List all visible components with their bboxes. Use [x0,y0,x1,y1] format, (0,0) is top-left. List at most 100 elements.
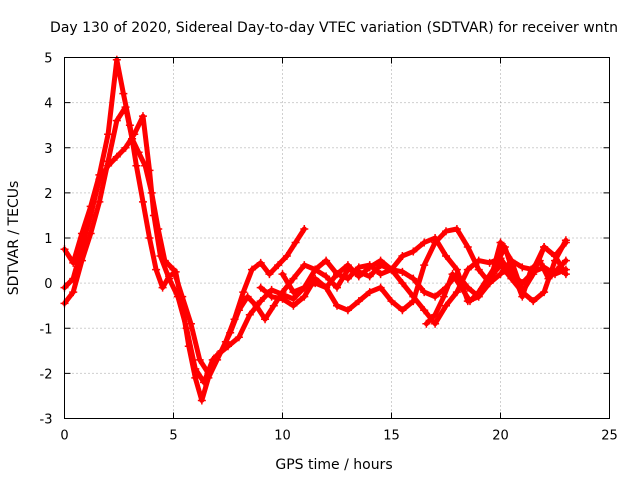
data-point [333,283,341,292]
data-point [165,274,174,283]
data-point [247,265,256,274]
data-point [561,270,570,279]
data-point [191,364,200,373]
y-tick-label: -1 [40,322,53,337]
data-point [311,265,320,274]
data-point [474,288,483,297]
data-point [69,274,78,283]
data-point [463,265,472,274]
data-point [300,261,309,270]
data-point [322,272,331,281]
data-point [289,301,298,310]
data-point [376,270,385,279]
x-tick-label: 0 [60,429,68,444]
data-point [387,265,396,274]
y-axis-label: SDTVAR / TECUs [6,181,22,296]
data-series [60,55,570,405]
data-point [278,270,287,279]
data-point [322,256,331,265]
y-tick-label: 4 [44,97,52,112]
data-point [274,261,283,270]
data-point [195,355,204,364]
data-point [300,283,309,292]
data-point [529,297,538,306]
series-line-track-2 [62,104,569,376]
data-point [553,265,562,274]
data-point [121,143,130,152]
data-point [267,285,276,294]
data-point [300,224,309,233]
data-point [492,261,501,270]
data-point [278,294,287,303]
data-point [95,175,104,184]
data-point [448,270,457,279]
data-point [130,130,139,139]
data-point [289,294,298,303]
data-point [289,274,298,283]
data-point [134,148,143,157]
data-point [452,265,461,274]
data-point [409,247,418,256]
data-point [420,306,429,315]
data-point [527,265,536,274]
data-point [409,274,418,283]
data-point [496,270,505,279]
data-point [431,319,440,328]
data-point [208,355,217,364]
data-point [398,306,407,315]
data-point [442,252,450,261]
y-tick-label: -2 [40,367,53,382]
chart-title: Day 130 of 2020, Sidereal Day-to-day VTE… [50,20,618,36]
data-point [422,319,431,328]
data-point [152,265,161,274]
data-point [265,270,274,279]
data-point [234,333,243,342]
y-tick-label: 1 [44,232,52,247]
data-point [420,261,429,270]
data-point [485,258,494,267]
data-point [191,373,200,382]
data-point [343,261,352,270]
data-point [333,301,341,310]
data-point [540,243,549,252]
y-tick-label: 5 [44,52,52,67]
data-point [544,274,553,283]
data-point [282,252,291,261]
data-point [551,252,559,261]
data-point [365,288,374,297]
data-point [252,301,261,310]
x-axis-label: GPS time / hours [275,457,392,473]
data-point [409,297,418,306]
data-point [119,89,128,98]
data-point [463,243,472,252]
data-point [104,161,113,170]
data-point [354,272,363,281]
data-point [145,234,154,242]
data-point [496,238,505,247]
y-tick-label: 3 [44,142,52,157]
data-point [420,288,429,297]
data-point [289,288,298,297]
data-point [535,256,544,265]
data-point [322,283,331,292]
data-point [376,283,385,292]
data-point [256,297,265,306]
y-tick-label: 0 [44,277,52,292]
data-point [226,328,235,337]
data-point [518,263,527,272]
x-tick-label: 15 [383,429,400,444]
data-point [112,116,121,125]
data-point [387,297,396,306]
data-point [431,310,440,319]
data-point [483,274,492,283]
x-tick-label: 10 [274,429,291,444]
x-tick-label: 20 [492,429,509,444]
y-tick-label: -3 [40,413,53,428]
data-point [121,103,130,112]
data-point [239,288,248,297]
data-point [261,315,270,324]
data-point [500,243,509,252]
data-point [452,224,461,233]
data-point [269,301,278,310]
